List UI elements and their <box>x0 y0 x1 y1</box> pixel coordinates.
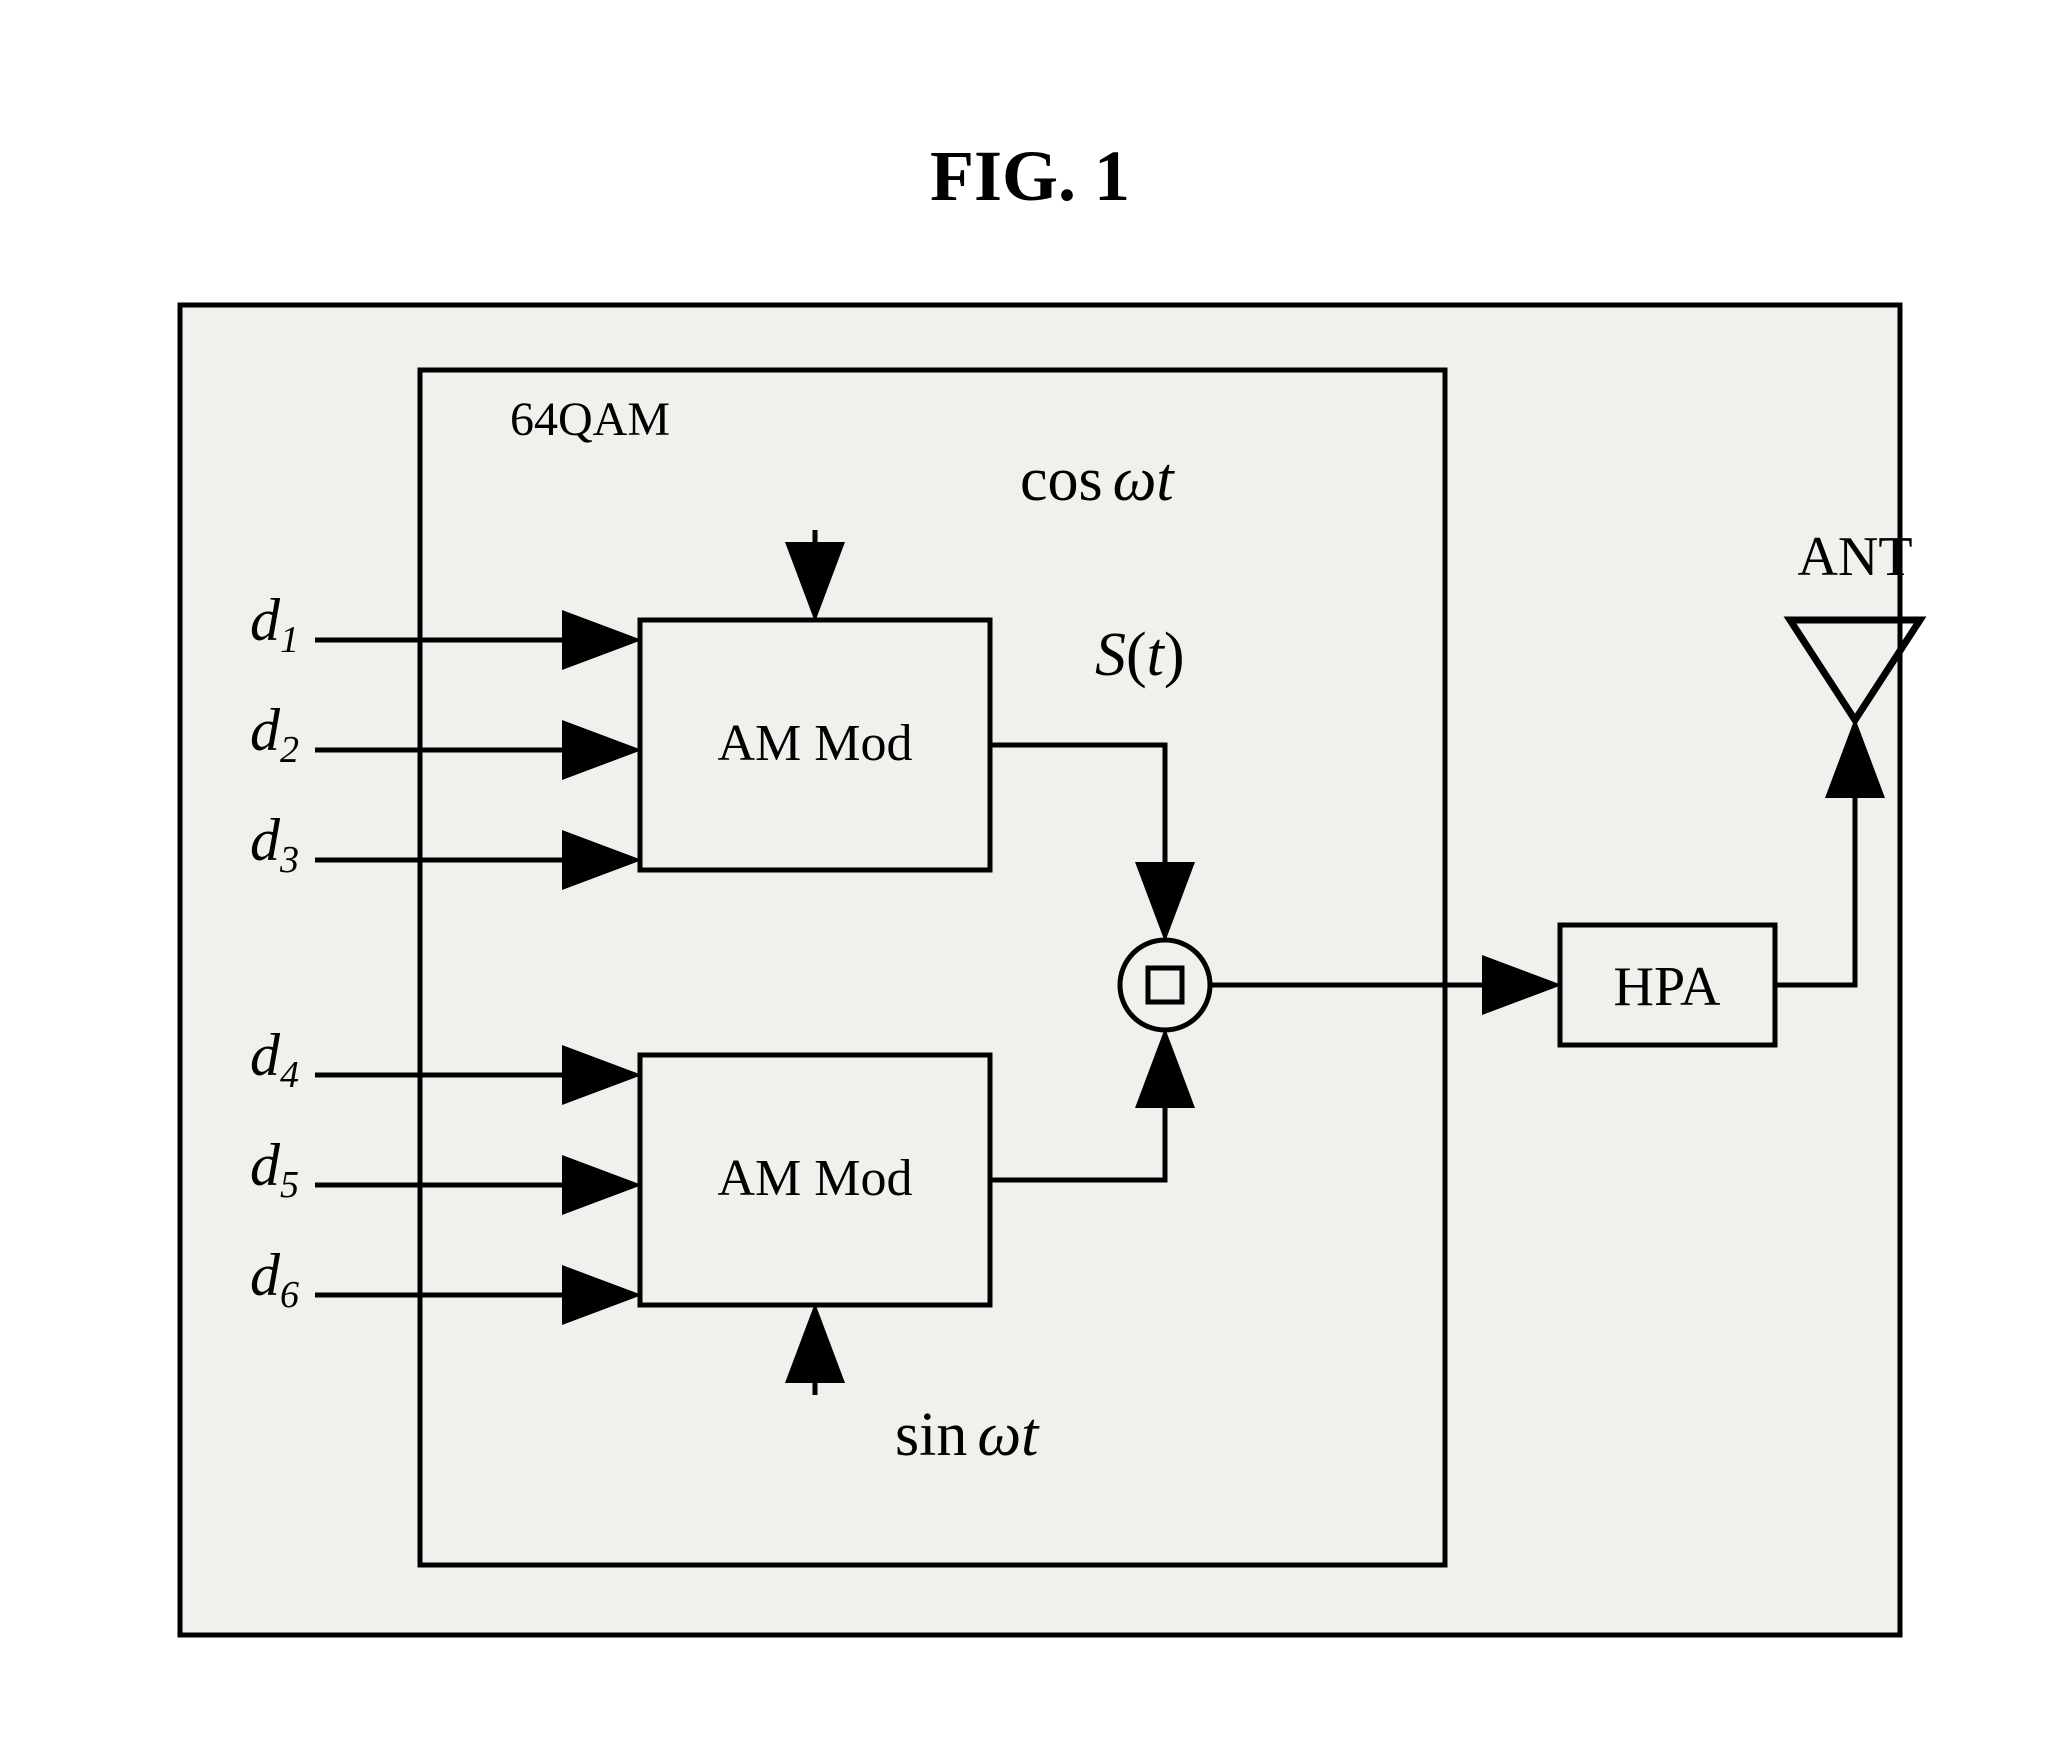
diagram-svg: FIG. 1 64QAM cosωt AM Mod AM Mod sinωt d… <box>0 0 2061 1735</box>
am-mod-bot-label: AM Mod <box>717 1150 912 1207</box>
figure-title: FIG. 1 <box>930 136 1130 216</box>
am-mod-top-label: AM Mod <box>717 715 912 772</box>
summer-circle <box>1120 940 1210 1030</box>
s-of-t-label: S(t) <box>1095 621 1185 689</box>
antenna-label: ANT <box>1797 526 1912 588</box>
hpa-label: HPA <box>1614 956 1721 1018</box>
qam-label: 64QAM <box>510 393 670 446</box>
cos-label: cosωt <box>1020 446 1175 514</box>
